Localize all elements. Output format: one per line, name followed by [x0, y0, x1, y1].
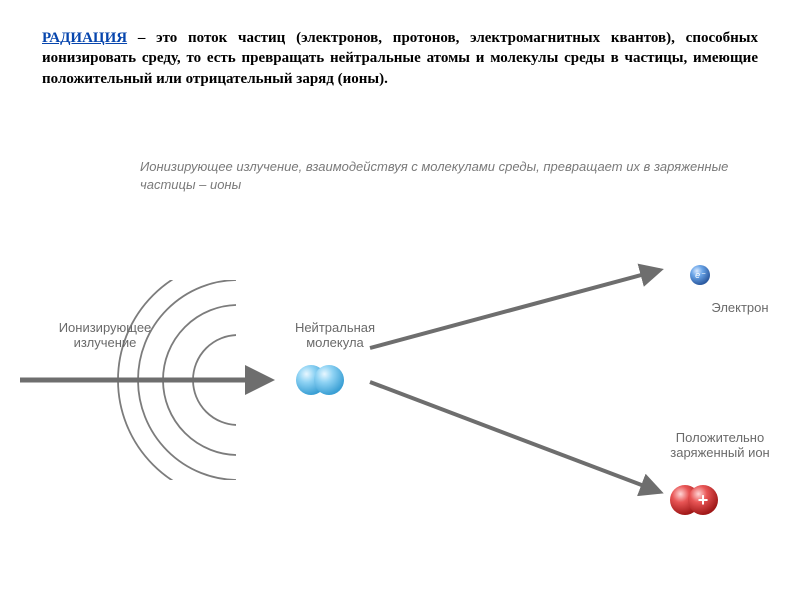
arrow-to-ion — [370, 382, 660, 492]
electron-particle: e⁻ — [690, 265, 710, 285]
arrow-to-electron — [370, 270, 660, 348]
label-ion: Положительно заряженный ион — [650, 430, 790, 460]
label-molecule: Нейтральная молекула — [280, 320, 390, 350]
diagram-caption: Ионизирующее излучение, взаимодействуя с… — [140, 158, 740, 193]
diagram-svg: e⁻ + — [0, 200, 800, 560]
definition-paragraph: РАДИАЦИЯ – это поток частиц (электронов,… — [0, 0, 800, 97]
label-electron: Электрон — [690, 300, 790, 315]
svg-text:+: + — [698, 490, 709, 510]
neutral-molecule — [296, 365, 344, 395]
svg-text:e⁻: e⁻ — [695, 270, 706, 280]
positive-ion: + — [670, 485, 718, 515]
label-radiation: Ионизирующее излучение — [40, 320, 170, 350]
definition-body: – это поток частиц (электронов, протонов… — [42, 30, 758, 87]
ionization-diagram: e⁻ + Ионизирующее излучение Нейтральная … — [0, 200, 800, 560]
definition-title: РАДИАЦИЯ — [42, 30, 127, 46]
